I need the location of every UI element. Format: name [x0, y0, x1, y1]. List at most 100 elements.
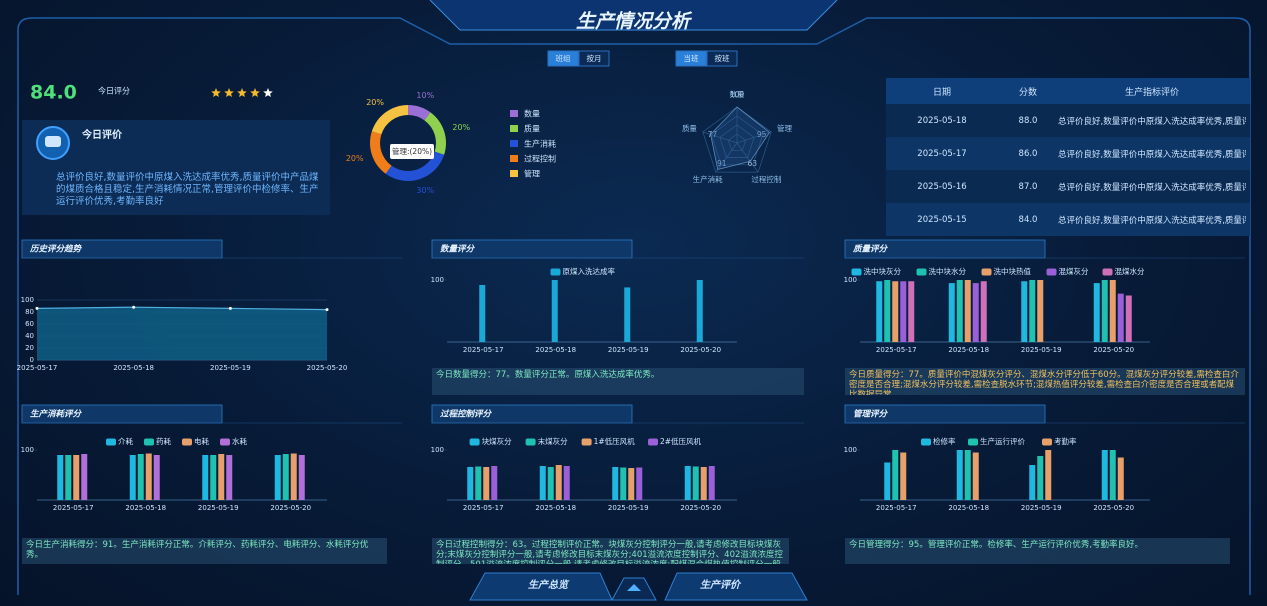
page-title: 生产情况分析: [576, 11, 693, 33]
y-tick-label: 100: [21, 446, 34, 454]
bar: [555, 465, 562, 500]
donut-slice: [424, 112, 446, 155]
bar: [467, 467, 474, 500]
legend-swatch: [550, 268, 561, 276]
legend-label: 1#低压风机: [594, 436, 636, 446]
bar: [612, 467, 619, 500]
bar: [900, 452, 907, 500]
donut-label: 10%: [416, 91, 434, 100]
bar: [876, 281, 883, 342]
panel-note: 今日数量得分：77。数量评分正常。原煤入洗达成率优秀。: [432, 368, 804, 395]
radar-label: 生产消耗: [693, 174, 723, 184]
legend-label: 电耗: [194, 436, 209, 446]
bar: [81, 454, 88, 500]
x-tick-label: 2025-05-17: [463, 346, 504, 354]
bar: [628, 468, 635, 500]
table-row: 2025-05-15 84.0 总评价良好,数量评价中原煤入洗达成率优秀,质量评..…: [886, 203, 1250, 236]
legend-swatch: [851, 268, 862, 276]
tab-label[interactable]: 按班: [715, 53, 730, 63]
line: [36, 306, 328, 311]
x-tick-label: 2025-05-18: [535, 346, 576, 354]
panel-title: 数量评分: [440, 244, 476, 255]
donut-label: 20%: [346, 154, 364, 163]
x-tick-label: 2025-05-19: [608, 346, 649, 354]
x-tick-label: 2025-05-17: [463, 504, 504, 512]
legend-label: 管理: [524, 169, 540, 179]
donut-slice: [408, 105, 431, 121]
tab[interactable]: [675, 50, 707, 67]
legend-swatch: [144, 438, 154, 446]
bar: [551, 280, 558, 342]
footer-button[interactable]: 生产总览: [528, 579, 570, 591]
bar: [202, 455, 209, 500]
legend-swatch: [182, 438, 192, 446]
x-tick-label: 2025-05-18: [113, 364, 154, 372]
tab[interactable]: [706, 50, 738, 67]
bar: [684, 466, 691, 500]
tab-label[interactable]: 按月: [587, 53, 602, 63]
legend-swatch: [581, 438, 592, 446]
donut-slice: [385, 151, 445, 181]
footer-button-bg[interactable]: [664, 572, 808, 601]
y-tick-label: 40: [25, 332, 34, 340]
table-header-cell: 生产指标评价: [1124, 87, 1179, 98]
legend-label: 原煤入洗达成率: [563, 266, 616, 276]
bar: [274, 455, 281, 500]
legend-label: 质量: [524, 124, 540, 134]
radar-label: 过程控制: [751, 174, 781, 184]
bar: [226, 455, 233, 500]
table-cell: 2025-05-18: [917, 115, 967, 126]
bar: [892, 450, 899, 500]
radar-value: 63: [747, 159, 757, 168]
radar-ring: [702, 106, 772, 173]
table-cell: 87.0: [1018, 181, 1038, 192]
x-tick-label: 2025-05-20: [680, 346, 721, 354]
bar: [624, 287, 631, 342]
score-value: 84.0: [30, 82, 77, 104]
radar-axis: [715, 142, 738, 173]
radar-area: [710, 106, 771, 170]
tab[interactable]: [578, 50, 610, 67]
table-cell: 2025-05-15: [917, 214, 967, 225]
donut-label: 30%: [416, 186, 434, 195]
footer-arrow[interactable]: [627, 584, 641, 591]
table-row: 2025-05-17 86.0 总评价良好,数量评价中原煤入洗达成率优秀,质量评..…: [886, 137, 1250, 170]
tab[interactable]: [547, 50, 579, 67]
tab-label[interactable]: 当班: [684, 53, 699, 63]
legend-swatch: [525, 438, 536, 446]
legend-label: 混煤水分: [1115, 266, 1145, 276]
bar: [964, 450, 971, 500]
x-tick-label: 2025-05-19: [608, 504, 649, 512]
star: [237, 88, 247, 97]
eval-title: 今日评价: [81, 128, 123, 141]
tooltip: 管理:(20%): [392, 146, 432, 156]
table-cell: 总评价良好,数量评价中原煤入洗达成率优秀,质量评...: [1058, 182, 1246, 193]
bar: [1093, 283, 1100, 342]
radar-label: 管理: [777, 123, 792, 133]
footer-button[interactable]: 生产评价: [700, 579, 742, 591]
bar: [73, 455, 80, 500]
donut-label: 20%: [452, 123, 470, 132]
radar-ring: [719, 124, 755, 158]
bar: [948, 283, 955, 342]
legend-swatch: [510, 125, 518, 132]
bar: [1037, 456, 1044, 500]
bar: [956, 280, 963, 342]
bar: [972, 283, 979, 342]
footer-button-bg[interactable]: [469, 572, 613, 601]
bar: [972, 452, 979, 500]
radar-value: 100: [730, 90, 745, 99]
donut-slice: [371, 105, 408, 135]
bar: [475, 466, 482, 500]
legend-swatch: [1102, 268, 1113, 276]
legend-label: 洗中块热值: [994, 266, 1032, 276]
y-tick-label: 100: [431, 446, 444, 454]
legend-swatch: [921, 438, 931, 446]
tab-label[interactable]: 班组: [556, 53, 571, 63]
y-tick-label: 100: [844, 276, 857, 284]
title-plate: [429, 0, 838, 31]
table-header-cell: 分数: [1018, 87, 1037, 98]
bar: [479, 284, 486, 342]
panel-note: 今日质量得分：77。质量评价中混煤灰分评分、混煤水分评分低于60分。混煤灰分评分…: [845, 368, 1245, 395]
legend-label: 块煤灰分: [482, 436, 512, 446]
